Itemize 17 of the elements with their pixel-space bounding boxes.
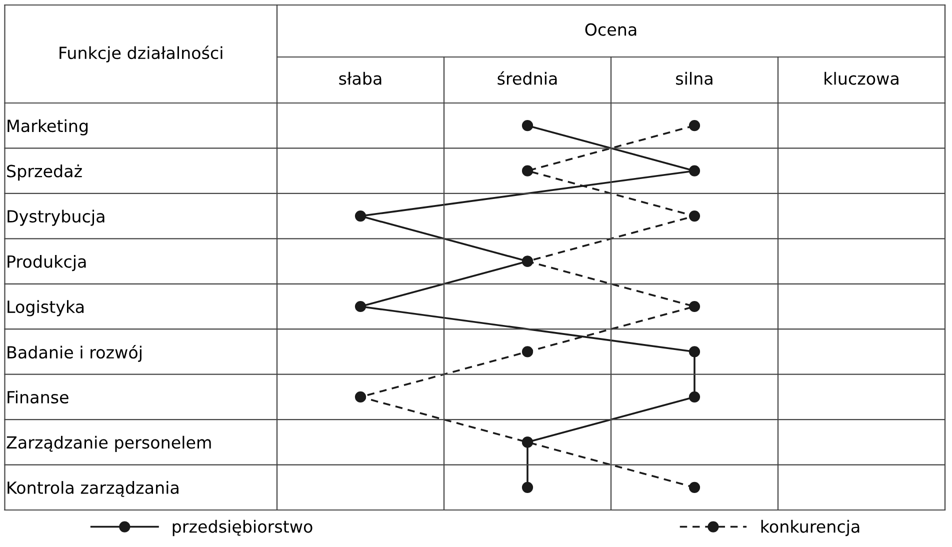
- x-axis-title: Ocena: [585, 23, 636, 36]
- legend-label: konkurencja: [761, 520, 860, 536]
- y-tick-label: Zarządzanie personelem: [6, 436, 211, 452]
- text: silna: [676, 72, 712, 85]
- y-tick-label: Badanie i rozwój: [8, 345, 142, 362]
- text: kluczowa: [824, 72, 898, 85]
- y-tick-label: Produkcja: [8, 254, 86, 272]
- y-tick-label: Kontrola zarządzania: [8, 481, 178, 497]
- y-tick-label: Sprzedaż: [7, 164, 82, 181]
- y-tick-label: Finanse: [8, 390, 68, 404]
- legend-label: przedsiębiorstwo: [172, 520, 312, 536]
- y-tick-label: Logistyka: [8, 300, 84, 316]
- text: średnia: [498, 71, 557, 85]
- y-tick-label: Marketing: [8, 119, 88, 136]
- text: słaba: [339, 72, 382, 85]
- y-axis-title: Funkcje działalności: [60, 46, 222, 62]
- y-tick-label: Dystrybucja: [8, 210, 104, 226]
